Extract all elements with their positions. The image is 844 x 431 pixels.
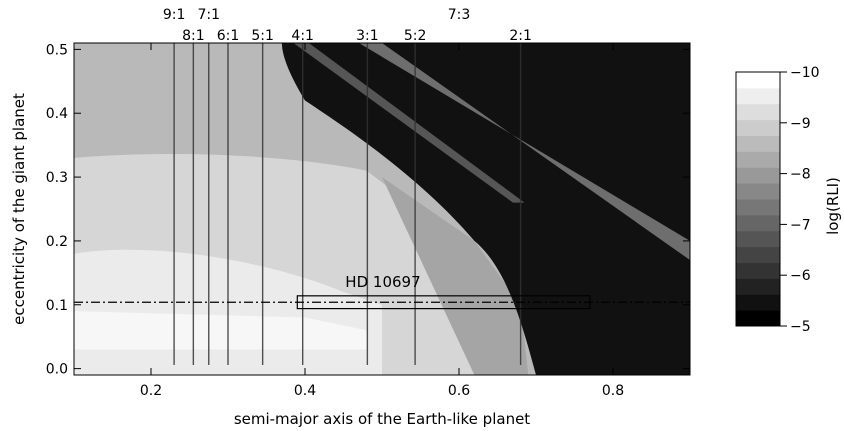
- heat-diagonal-band-inner: [293, 43, 525, 203]
- plot-area: [74, 43, 690, 375]
- y-axis-ticks: 0.0 0.1 0.2 0.3 0.4 0.5: [46, 42, 690, 378]
- colorbar-band: [736, 151, 780, 168]
- resonance-label: 8:1: [182, 28, 205, 44]
- resonance-label: 2:1: [509, 28, 532, 44]
- colorbar-band: [736, 262, 780, 279]
- resonance-label: 5:1: [251, 28, 274, 44]
- colorbar-band: [736, 199, 780, 216]
- resonance-label: 4:1: [291, 28, 314, 44]
- colorbar-bands: [736, 72, 780, 327]
- colorbar-band: [736, 246, 780, 263]
- x-tick-label: 0.8: [602, 383, 624, 399]
- colorbar-band: [736, 87, 780, 105]
- colorbar-tick-label: −10: [790, 65, 820, 81]
- y-axis-label: eccentricity of the giant planet: [10, 93, 28, 325]
- colorbar-band: [736, 183, 780, 200]
- x-tick-label: 0.6: [448, 383, 470, 399]
- heat-near-white-region: [74, 311, 367, 350]
- hd10697-box: [296, 295, 591, 310]
- colorbar-band: [736, 278, 780, 295]
- y-tick-label: 0.1: [46, 298, 68, 314]
- x-tick-label: 0.4: [294, 383, 316, 399]
- resonance-label: 9:1: [163, 7, 186, 23]
- resonance-label: 3:1: [356, 28, 379, 44]
- x-axis-ticks: 0.2 0.4 0.6 0.8: [140, 43, 624, 399]
- plot-frame: [73, 42, 691, 376]
- hd10697-label: HD 10697: [345, 273, 420, 291]
- colorbar-band: [736, 103, 780, 121]
- colorbar-band: [736, 72, 780, 89]
- colorbar-frame: [735, 71, 781, 327]
- resonance-lines: [173, 43, 522, 365]
- resonance-label: 5:2: [404, 28, 427, 44]
- y-tick-label: 0.0: [46, 362, 68, 378]
- colorbar-tick-label: −6: [790, 268, 811, 284]
- colorbar-tick-label: −5: [790, 319, 811, 335]
- colorbar-band: [736, 294, 780, 311]
- y-tick-label: 0.2: [46, 234, 68, 250]
- colorbar-tick-label: −7: [790, 217, 811, 233]
- colorbar-label: log(RLI): [824, 177, 842, 235]
- x-axis-label: semi-major axis of the Earth-like planet: [234, 410, 530, 428]
- colorbar-band: [736, 135, 780, 152]
- y-tick-label: 0.3: [46, 170, 68, 186]
- colorbar-tick-label: −9: [790, 116, 811, 132]
- resonance-label: 6:1: [217, 28, 240, 44]
- resonance-labels: 9:1 7:1 7:3 8:1 6:1 5:1 4:1 3:1 5:2 2:1: [163, 7, 532, 44]
- x-tick-label: 0.2: [140, 383, 162, 399]
- colorbar-band: [736, 230, 780, 248]
- colorbar-ticks: −10 −9 −8 −7 −6 −5: [780, 65, 820, 335]
- colorbar-band: [736, 167, 780, 184]
- y-tick-label: 0.5: [46, 42, 68, 58]
- resonance-label: 7:3: [448, 7, 471, 23]
- heat-mid-gray-region: [382, 177, 529, 375]
- resonance-label: 7:1: [197, 7, 220, 23]
- colorbar: −10 −9 −8 −7 −6 −5: [735, 65, 820, 335]
- y-tick-label: 0.4: [46, 106, 68, 122]
- heat-unstable-dark-region: [281, 43, 690, 375]
- colorbar-band: [736, 310, 780, 327]
- colorbar-band: [736, 119, 780, 136]
- colorbar-tick-label: −8: [790, 167, 811, 183]
- colorbar-band: [736, 214, 780, 232]
